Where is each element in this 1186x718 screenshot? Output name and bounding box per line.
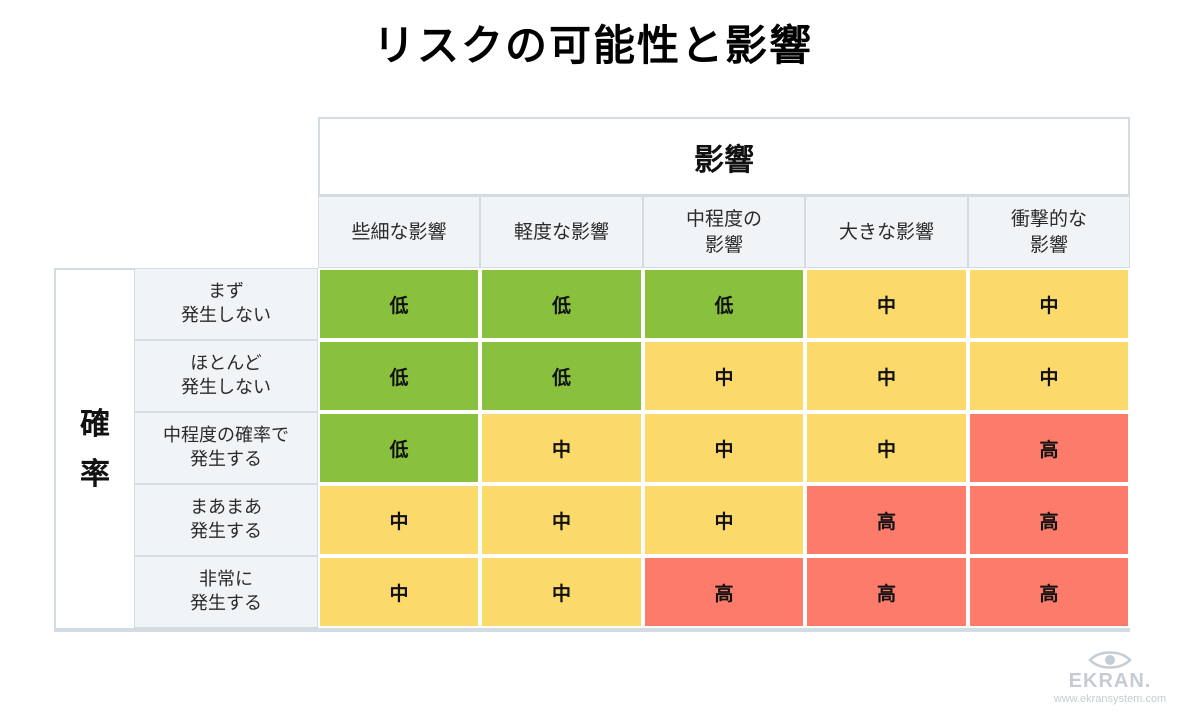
risk-cell-low: 低 — [318, 268, 480, 340]
impact-level-minor: 軽度な影響 — [480, 196, 643, 268]
probability-level-almost-certain: 非常に 発生する — [134, 556, 318, 628]
impact-header: 影響 — [318, 117, 1130, 196]
risk-cell-medium: 中 — [480, 412, 643, 484]
impact-level-moderate: 中程度の 影響 — [643, 196, 805, 268]
risk-cell-high: 高 — [805, 556, 968, 628]
risk-cell-low: 低 — [318, 340, 480, 412]
eye-icon — [1088, 651, 1132, 669]
risk-cell-medium: 中 — [643, 484, 805, 556]
risk-cell-medium: 中 — [805, 268, 968, 340]
probability-header: 確 率 — [54, 268, 134, 632]
risk-cell-medium: 中 — [805, 412, 968, 484]
probability-level-rare: まず 発生しない — [134, 268, 318, 340]
ekran-logo: EKRAN. www.ekransystem.com — [1040, 650, 1180, 714]
risk-cell-low: 低 — [480, 340, 643, 412]
logo-url: www.ekransystem.com — [1053, 693, 1167, 705]
risk-cell-medium: 中 — [643, 340, 805, 412]
risk-cell-high: 高 — [805, 484, 968, 556]
risk-cell-high: 高 — [968, 556, 1130, 628]
risk-cell-high: 高 — [968, 412, 1130, 484]
risk-cell-medium: 中 — [480, 556, 643, 628]
risk-cell-medium: 中 — [643, 412, 805, 484]
risk-cell-medium: 中 — [968, 268, 1130, 340]
risk-cell-low: 低 — [480, 268, 643, 340]
risk-cell-high: 高 — [643, 556, 805, 628]
risk-cell-medium: 中 — [480, 484, 643, 556]
logo-name: EKRAN. — [1068, 670, 1152, 692]
risk-cell-medium: 中 — [318, 556, 480, 628]
risk-cell-medium: 中 — [968, 340, 1130, 412]
table-bottom-border — [54, 628, 1130, 632]
impact-level-major: 大きな影響 — [805, 196, 968, 268]
risk-cell-medium: 中 — [805, 340, 968, 412]
risk-cell-low: 低 — [318, 412, 480, 484]
probability-level-likely: まあまあ 発生する — [134, 484, 318, 556]
risk-cell-high: 高 — [968, 484, 1130, 556]
probability-level-possible: 中程度の確率で 発生する — [134, 412, 318, 484]
risk-cell-medium: 中 — [318, 484, 480, 556]
probability-level-unlikely: ほとんど 発生しない — [134, 340, 318, 412]
risk-cell-low: 低 — [643, 268, 805, 340]
impact-level-trivial: 些細な影響 — [318, 196, 480, 268]
page-title: リスクの可能性と影響 — [372, 21, 813, 70]
impact-level-severe: 衝撃的な 影響 — [968, 196, 1130, 268]
